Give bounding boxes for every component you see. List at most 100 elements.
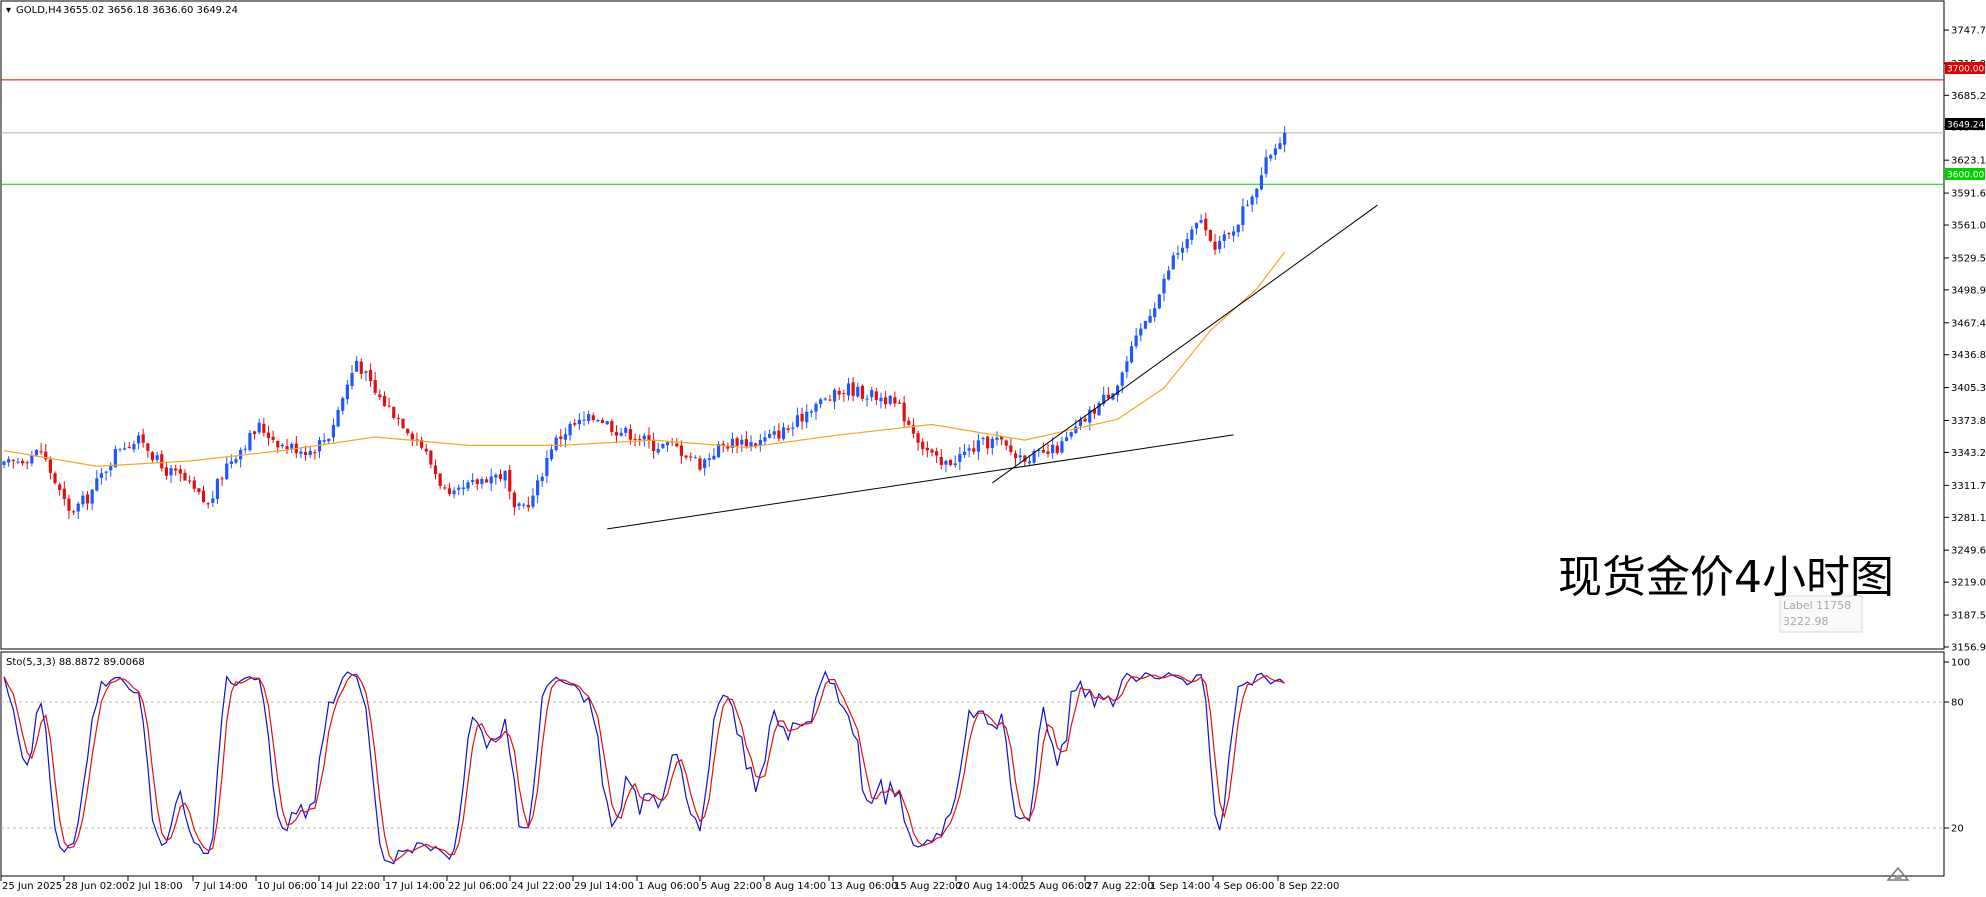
bear-candle: [72, 511, 76, 513]
bear-candle: [675, 443, 679, 447]
bear-candle: [438, 473, 442, 486]
moving-average-line: [3, 251, 1286, 467]
bull-candle: [531, 495, 535, 507]
bull-candle: [308, 450, 312, 456]
stoch-levels: 100 80 20: [1, 658, 1970, 835]
bear-candle: [600, 420, 605, 423]
label-box-value: 3222.98: [1783, 615, 1829, 628]
bull-candle: [832, 389, 837, 402]
bull-candle: [587, 414, 591, 421]
bull-candle: [1018, 455, 1022, 458]
bull-candle: [1032, 450, 1036, 463]
bear-candle: [842, 393, 846, 395]
bear-candle: [266, 432, 271, 439]
bull-candle: [457, 487, 461, 490]
bull-candle: [317, 440, 322, 452]
bull-candle: [1236, 224, 1240, 233]
bear-candle: [638, 439, 642, 441]
price-tick-label: 3529.50: [1951, 253, 1986, 264]
bear-candle: [220, 478, 224, 480]
bull-candle: [90, 489, 94, 504]
bull-candle: [995, 437, 999, 440]
bull-candle: [95, 478, 99, 491]
bear-candle: [475, 479, 479, 484]
ohlc-label: 3655.02 3656.18 3636.60 3649.24: [63, 5, 238, 16]
bear-candle: [39, 451, 43, 453]
bear-candle: [424, 448, 428, 452]
time-tick-label: 24 Jul 22:00: [511, 881, 571, 892]
bear-candle: [401, 418, 405, 429]
bear-candle: [420, 440, 424, 448]
price-tick-label: 3249.60: [1951, 546, 1986, 557]
candles: [2, 125, 1287, 520]
bear-candle: [1009, 445, 1013, 453]
bull-candle: [1167, 270, 1171, 280]
bull-candle: [1250, 196, 1254, 205]
time-tick-label: 8 Sep 22:00: [1279, 881, 1339, 892]
bull-candle: [665, 442, 670, 446]
time-tick-label: 2 Jul 18:00: [129, 881, 183, 892]
trendlines[interactable]: [607, 204, 1378, 530]
bull-candle: [1064, 437, 1069, 441]
bear-candle: [11, 460, 15, 462]
price-tick-label: 3219.00: [1951, 578, 1986, 589]
bull-candle: [2, 461, 6, 465]
trendline: [607, 434, 1234, 530]
trendline: [992, 204, 1378, 484]
bear-candle: [689, 456, 693, 458]
time-tick-label: 7 Jul 14:00: [194, 881, 248, 892]
bull-candle: [1218, 240, 1222, 250]
bear-candle: [85, 494, 90, 504]
bull-candle: [763, 437, 767, 442]
bear-candle: [62, 488, 66, 499]
bull-candle: [1199, 220, 1203, 223]
bull-candle: [345, 384, 349, 400]
symbol-dropdown-icon[interactable]: ▾: [6, 5, 11, 16]
bull-candle: [471, 480, 475, 482]
bear-candle: [415, 439, 419, 441]
bear-candle: [628, 429, 632, 440]
bear-candle: [141, 434, 145, 443]
label-box[interactable]: [1779, 595, 1863, 633]
bull-candle: [132, 444, 136, 450]
bear-candle: [392, 406, 396, 419]
bull-candle: [596, 419, 600, 422]
bear-candle: [271, 436, 275, 440]
bull-candle: [568, 423, 572, 436]
stoch-tick-label: 100: [1951, 658, 1970, 669]
bear-candle: [201, 490, 206, 503]
bear-candle: [378, 394, 382, 398]
bear-candle: [884, 397, 888, 405]
bull-candle: [870, 390, 874, 398]
bull-candle: [624, 427, 628, 433]
bull-candle: [823, 398, 827, 400]
bear-candle: [1083, 418, 1087, 422]
bull-candle: [642, 435, 646, 440]
bear-candle: [972, 448, 976, 452]
bull-candle: [280, 444, 284, 447]
bear-candle: [837, 390, 841, 395]
bull-candle: [962, 451, 967, 456]
time-tick-label: 25 Jun 2025: [2, 881, 62, 892]
bull-candle: [540, 476, 544, 482]
resistance-tag: [1945, 62, 1985, 74]
time-tick-label: 8 Aug 14:00: [765, 881, 826, 892]
time-tick-label: 20 Aug 14:00: [957, 881, 1024, 892]
bull-candle: [1255, 188, 1259, 198]
bull-candle: [480, 479, 484, 484]
bull-candle: [350, 372, 354, 386]
bull-candle: [1176, 253, 1180, 255]
stoch-tick-label: 20: [1951, 824, 1964, 835]
bull-candle: [758, 440, 762, 447]
bull-candle: [123, 448, 127, 450]
price-tick-label: 3343.20: [1951, 448, 1986, 459]
bull-candle: [517, 503, 521, 506]
bull-candle: [1153, 308, 1157, 318]
current-price-tag: [1945, 118, 1985, 130]
bear-candle: [508, 469, 512, 492]
bear-candle: [48, 459, 52, 473]
bull-candle: [795, 415, 800, 427]
bull-candle: [239, 449, 243, 460]
price-tick-label: 3187.50: [1951, 611, 1986, 622]
